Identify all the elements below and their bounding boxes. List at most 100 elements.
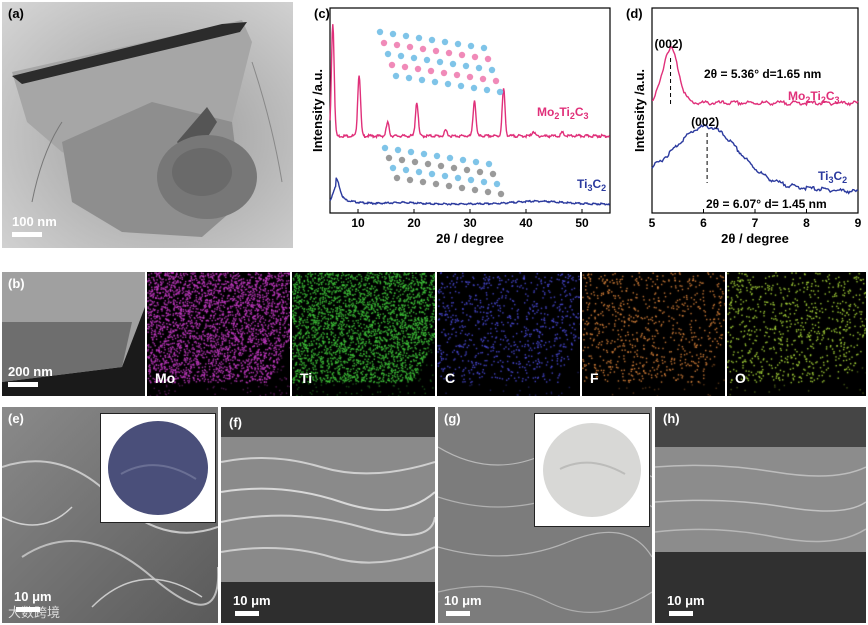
panel-e-sem-surface: (e) 10 μm 大数跨境 xyxy=(2,407,218,623)
atom xyxy=(484,188,492,196)
atom xyxy=(393,174,401,182)
eds-map-o: O xyxy=(727,272,866,396)
atom xyxy=(454,174,462,182)
atom xyxy=(414,65,422,73)
x-tick-label: 40 xyxy=(519,216,533,230)
atom xyxy=(436,58,444,66)
scale-bar-label: 10 μm xyxy=(667,593,705,608)
atom xyxy=(458,51,466,59)
atom xyxy=(406,43,414,51)
atom xyxy=(407,148,415,156)
panel-label: (f) xyxy=(229,415,242,430)
atom xyxy=(394,146,402,154)
panel-label: (a) xyxy=(8,6,24,21)
crystal-structure-icon xyxy=(381,144,505,198)
atom xyxy=(428,170,436,178)
eds-map-f: F xyxy=(582,272,725,396)
element-label: O xyxy=(735,370,746,386)
atom xyxy=(411,158,419,166)
scale-bar-label: 100 nm xyxy=(12,214,57,229)
atom xyxy=(471,53,479,61)
atom xyxy=(453,71,461,79)
atom xyxy=(483,86,491,94)
scale-bar xyxy=(669,611,693,616)
x-axis-label: 2θ / degree xyxy=(436,231,504,246)
series-line xyxy=(329,177,611,206)
panel-label: (e) xyxy=(8,411,24,426)
element-label: F xyxy=(590,370,599,386)
atom xyxy=(476,168,484,176)
atom xyxy=(432,180,440,188)
atom xyxy=(493,180,501,188)
atom xyxy=(433,152,441,160)
atom xyxy=(393,41,401,49)
panel-a-tem-image: (a) 100 nm xyxy=(2,2,293,248)
legend-label: Mo2Ti2C3 xyxy=(537,105,589,121)
x-tick-label: 5 xyxy=(649,216,656,230)
atom xyxy=(405,74,413,82)
peak-annotation: 2θ = 6.07° d= 1.45 nm xyxy=(706,197,827,211)
atom xyxy=(445,182,453,190)
atom xyxy=(380,39,388,47)
scale-bar xyxy=(8,382,38,387)
panel-d-xrd-chart: 5 6 7 8 9 2θ / degree Intensity /a.u. Mo2Ti2C3 T… xyxy=(618,0,866,252)
atom xyxy=(419,45,427,53)
atom xyxy=(388,61,396,69)
panel-f-sem-cross-section: (f) 10 μm xyxy=(221,407,435,623)
panel-label: (c) xyxy=(314,6,330,21)
atom xyxy=(431,78,439,86)
atom xyxy=(440,69,448,77)
atom xyxy=(463,166,471,174)
series-line xyxy=(651,45,859,107)
y-axis-label: Intensity /a.u. xyxy=(632,69,647,152)
atom xyxy=(466,73,474,81)
atom xyxy=(437,162,445,170)
atom xyxy=(479,75,487,83)
peak-annotation: (002) xyxy=(655,37,683,51)
atom xyxy=(392,72,400,80)
atom xyxy=(432,47,440,55)
scale-bar xyxy=(12,232,42,237)
atom xyxy=(418,76,426,84)
atom xyxy=(389,164,397,172)
atom xyxy=(485,160,493,168)
xrd-chart-c: 10 20 30 40 50 2θ / degree Intensity /a.u. Mo2T… xyxy=(310,7,611,246)
atom xyxy=(410,54,418,62)
watermark: 大数跨境 xyxy=(8,606,61,621)
atom xyxy=(459,156,467,164)
atom xyxy=(470,84,478,92)
x-tick-label: 30 xyxy=(463,216,477,230)
atom xyxy=(424,160,432,168)
atom xyxy=(419,178,427,186)
atom xyxy=(441,38,449,46)
atom xyxy=(496,88,504,96)
scale-bar-label: 10 μm xyxy=(14,589,52,604)
scale-bar-label: 200 nm xyxy=(8,364,53,379)
atom xyxy=(385,154,393,162)
atom xyxy=(457,82,465,90)
atom xyxy=(398,156,406,164)
atom xyxy=(488,66,496,74)
atom xyxy=(471,186,479,194)
y-axis-label: Intensity /a.u. xyxy=(310,69,325,152)
atom xyxy=(489,170,497,178)
x-tick-label: 50 xyxy=(575,216,589,230)
atom xyxy=(462,62,470,70)
x-axis-label: 2θ / degree xyxy=(721,231,789,246)
x-tick-label: 10 xyxy=(351,216,365,230)
panel-g-sem-surface: (g) 10 μm xyxy=(438,407,652,623)
x-tick-label: 20 xyxy=(407,216,421,230)
tem-image xyxy=(2,2,293,248)
atom xyxy=(458,184,466,192)
atom xyxy=(449,60,457,68)
legend-label: Ti3C2 xyxy=(818,169,847,185)
stem-image: (b) 200 nm xyxy=(2,272,145,396)
atom xyxy=(480,44,488,52)
crystal-structure-icon xyxy=(376,28,504,96)
panel-h-sem-cross-section: (h) 10 μm xyxy=(655,407,866,623)
atom xyxy=(402,166,410,174)
eds-map-mo: Mo xyxy=(147,272,290,396)
atom xyxy=(454,40,462,48)
atom xyxy=(480,178,488,186)
atom xyxy=(446,154,454,162)
